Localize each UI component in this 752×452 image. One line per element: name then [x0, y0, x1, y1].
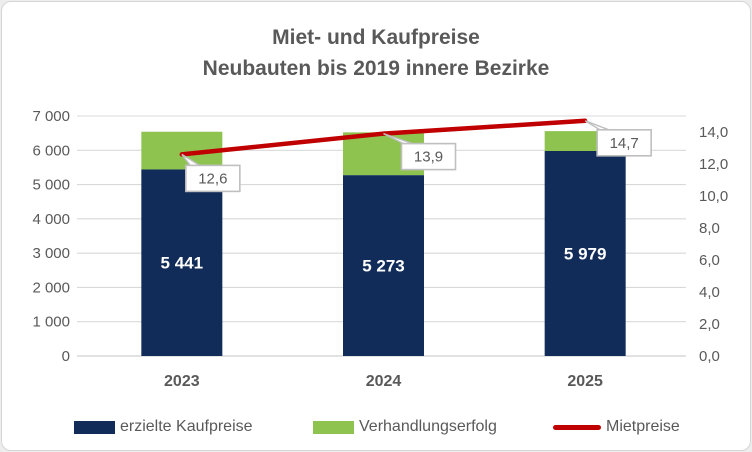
y-axis-right-tick-label: 4,0: [699, 284, 720, 301]
y-axis-right-tick-label: 8,0: [699, 220, 720, 237]
line-data-label: 13,9: [414, 149, 443, 166]
verhandlungserfolg-swatch-icon: [313, 420, 354, 434]
bar-value-label: 5 441: [161, 254, 204, 273]
line-data-label: 14,7: [610, 135, 639, 152]
category-label: 2025: [567, 373, 603, 390]
bar-value-label: 5 979: [564, 245, 607, 264]
y-axis-right-tick-label: 12,0: [699, 156, 728, 173]
line-data-label: 12,6: [198, 170, 227, 187]
legend-label-mietpreise: Mietpreise: [606, 418, 680, 435]
y-axis-right-tick-label: 2,0: [699, 316, 720, 333]
bar-kaufpreise-segment[interactable]: [343, 175, 424, 356]
y-axis-left-tick-label: 3 000: [32, 245, 70, 262]
y-axis-left-tick-label: 6 000: [32, 142, 70, 159]
y-axis-left-tick-label: 0: [62, 348, 70, 365]
kaufpreise-swatch-icon: [74, 420, 115, 434]
category-label: 2023: [164, 373, 200, 390]
legend: erzielte Kaufpreise Verhandlungserfolg M…: [2, 415, 750, 439]
legend-item-mietpreise[interactable]: Mietpreise: [553, 415, 680, 439]
y-axis-left-tick-label: 1 000: [32, 314, 70, 331]
y-axis-right-tick-label: 10,0: [699, 188, 728, 205]
chart-title-line1: Miet- und Kaufpreise: [272, 26, 480, 49]
bar-kaufpreise-segment[interactable]: [141, 169, 223, 356]
callout-box: [185, 164, 241, 193]
legend-item-kaufpreise[interactable]: erzielte Kaufpreise: [74, 415, 253, 439]
legend-label-verhandlungserfolg: Verhandlungserfolg: [359, 418, 497, 435]
y-axis-right-tick-label: 0,0: [699, 348, 720, 365]
y-axis-right-tick-label: 6,0: [699, 252, 720, 269]
bar-value-label: 5 273: [362, 257, 405, 276]
callout-box: [400, 142, 457, 171]
y-axis-right-tick-label: 14,0: [699, 124, 728, 141]
category-label: 2024: [366, 373, 402, 390]
callout-box: [596, 129, 652, 157]
legend-item-verhandlungserfolg[interactable]: Verhandlungserfolg: [313, 415, 497, 439]
bar-kaufpreise-segment[interactable]: [544, 151, 626, 356]
y-axis-left-tick-label: 2 000: [32, 279, 70, 296]
chart-title: Miet- und Kaufpreise Neubauten bis 2019 …: [2, 22, 750, 84]
mietpreise-line-swatch-icon: [553, 424, 601, 430]
chart-title-line2: Neubauten bis 2019 innere Bezirke: [202, 57, 550, 80]
y-axis-left-tick-label: 4 000: [32, 211, 70, 228]
y-axis-left-tick-label: 5 000: [32, 177, 70, 194]
legend-label-kaufpreise: erzielte Kaufpreise: [120, 418, 253, 435]
y-axis-left-tick-label: 7 000: [32, 108, 70, 125]
